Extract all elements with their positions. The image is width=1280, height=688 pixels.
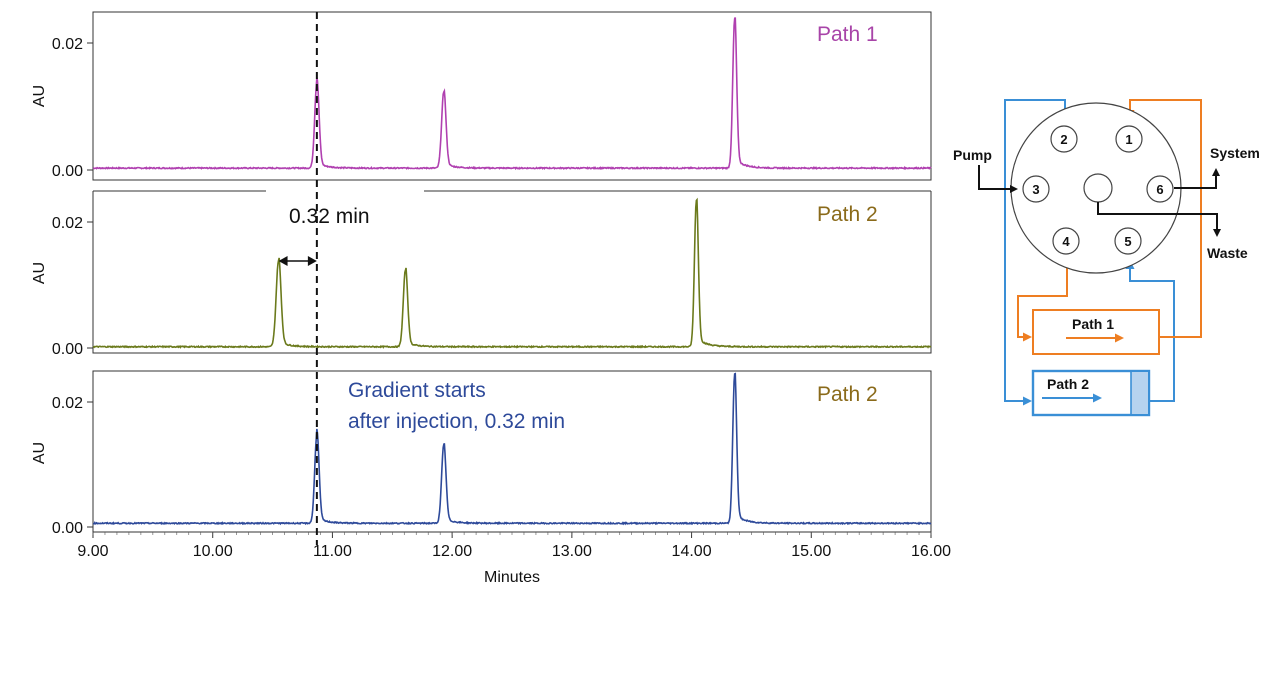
chromatogram-panel-path2-gradient: AU 0.00 0.02 9.00 10.00 11.00 12.00 13.00 14.0… <box>31 370 951 586</box>
x-tick-label: 10.00 <box>193 543 233 560</box>
y-tick-label: 0.02 <box>52 215 83 232</box>
port-5: 5 <box>1114 227 1142 255</box>
gradient-note-line1: Gradient starts <box>348 379 486 402</box>
svg-text:Path 1: Path 1 <box>1072 316 1114 332</box>
blue-tubing-port5 <box>1125 260 1175 402</box>
y-tick-group: 0.00 0.02 <box>52 36 93 180</box>
port-6: 6 <box>1146 175 1174 203</box>
svg-text:2: 2 <box>1060 132 1067 147</box>
svg-text:4: 4 <box>1062 234 1070 249</box>
trace-path2-gradient <box>92 372 932 526</box>
x-tick-label: 15.00 <box>791 543 831 560</box>
y-tick-label: 0.00 <box>52 341 83 358</box>
y-axis-label: AU <box>31 262 48 284</box>
svg-text:3: 3 <box>1032 182 1039 197</box>
x-tick-label: 9.00 <box>77 543 108 560</box>
valve-center <box>1083 173 1113 203</box>
plot-frame <box>92 190 932 354</box>
chromatogram-panel-path1: AU 0.00 0.02 Path 1 <box>31 11 932 181</box>
x-tick-label: 11.00 <box>313 543 352 560</box>
annotations: 0.32 min Gradient starts after injection… <box>278 12 565 545</box>
x-tick-group: 9.00 10.00 11.00 12.00 13.00 14.00 15.00 16.00 <box>77 532 951 560</box>
x-tick-label: 12.00 <box>432 543 472 560</box>
x-axis-label: Minutes <box>484 569 540 586</box>
gradient-note-line2: after injection, 0.32 min <box>348 410 565 433</box>
svg-text:5: 5 <box>1124 234 1131 249</box>
path1-label: Path 1 <box>817 23 878 46</box>
x-tick-label: 16.00 <box>911 543 951 560</box>
system-label: System <box>1210 145 1260 161</box>
y-tick-label: 0.02 <box>52 395 83 412</box>
pump-inlet-line <box>978 165 1018 193</box>
port-1: 1 <box>1115 125 1143 153</box>
loop-path2: Path 2 <box>1031 369 1151 417</box>
y-tick-label: 0.02 <box>52 36 83 53</box>
offset-double-arrow <box>278 256 317 266</box>
y-tick-label: 0.00 <box>52 520 83 537</box>
y-tick-group: 0.00 0.02 <box>52 395 93 537</box>
pump-label: Pump <box>953 147 992 163</box>
svg-text:1: 1 <box>1125 132 1132 147</box>
y-axis-label: AU <box>31 442 48 464</box>
y-tick-group: 0.00 0.02 <box>52 215 93 358</box>
port-2: 2 <box>1050 125 1078 153</box>
svg-text:6: 6 <box>1156 182 1163 197</box>
waste-outlet-line <box>1097 202 1221 237</box>
trace-path1 <box>92 17 932 171</box>
port-4: 4 <box>1052 227 1080 255</box>
path2-label: Path 2 <box>817 203 878 226</box>
x-tick-label: 14.00 <box>672 543 712 560</box>
y-axis-label: AU <box>31 85 48 107</box>
svg-text:Path 2: Path 2 <box>1047 376 1089 392</box>
port-3: 3 <box>1022 175 1050 203</box>
trace-path2 <box>92 197 932 349</box>
x-tick-label: 13.00 <box>552 543 592 560</box>
orange-tubing-port1 <box>1125 99 1202 338</box>
orange-tubing-port4 <box>1017 255 1068 342</box>
system-outlet-line <box>1174 168 1220 189</box>
waste-label: Waste <box>1207 245 1248 261</box>
plot-frame <box>92 370 932 533</box>
loop-path1: Path 1 <box>1032 309 1160 355</box>
offset-label: 0.32 min <box>289 205 370 228</box>
valve-diagram: 1 2 3 4 5 6 Path 1 Path 2 Pump System Wa… <box>953 99 1260 417</box>
chromatogram-panel-path2: AU 0.00 0.02 Path 2 <box>31 190 932 358</box>
y-tick-label: 0.00 <box>52 163 83 180</box>
plot-frame <box>92 11 932 181</box>
path2-gradient-label: Path 2 <box>817 383 878 406</box>
